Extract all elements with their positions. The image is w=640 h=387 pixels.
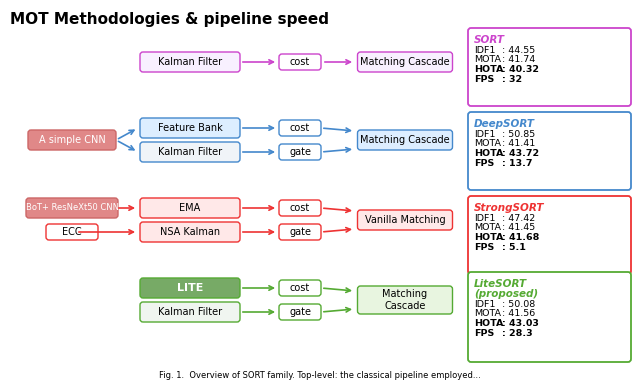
FancyBboxPatch shape [279, 144, 321, 160]
Text: EMA: EMA [179, 203, 200, 213]
FancyBboxPatch shape [140, 302, 240, 322]
Text: FPS: FPS [474, 329, 494, 337]
Text: : 50.85: : 50.85 [502, 130, 535, 139]
Text: MOTA: MOTA [474, 55, 501, 65]
Text: : 47.42: : 47.42 [502, 214, 535, 223]
Text: Kalman Filter: Kalman Filter [158, 57, 222, 67]
FancyBboxPatch shape [279, 200, 321, 216]
Text: Matching Cascade: Matching Cascade [360, 57, 450, 67]
Text: DeepSORT: DeepSORT [474, 119, 535, 129]
Text: cost: cost [290, 283, 310, 293]
FancyBboxPatch shape [279, 224, 321, 240]
Text: Kalman Filter: Kalman Filter [158, 147, 222, 157]
FancyBboxPatch shape [140, 52, 240, 72]
Text: Kalman Filter: Kalman Filter [158, 307, 222, 317]
FancyBboxPatch shape [279, 120, 321, 136]
Text: Fig. 1.  Overview of SORT family. Top-level: the classical pipeline employed...: Fig. 1. Overview of SORT family. Top-lev… [159, 371, 481, 380]
Text: MOTA: MOTA [474, 224, 501, 233]
Text: Matching
Cascade: Matching Cascade [383, 289, 428, 311]
Text: cost: cost [290, 123, 310, 133]
Text: : 43.03: : 43.03 [502, 319, 539, 328]
FancyBboxPatch shape [140, 142, 240, 162]
Text: gate: gate [289, 307, 311, 317]
FancyBboxPatch shape [140, 198, 240, 218]
Text: ECC: ECC [62, 227, 82, 237]
Text: : 5.1: : 5.1 [502, 243, 526, 252]
Text: FPS: FPS [474, 159, 494, 168]
FancyBboxPatch shape [468, 112, 631, 190]
Text: Matching Cascade: Matching Cascade [360, 135, 450, 145]
Text: Vanilla Matching: Vanilla Matching [365, 215, 445, 225]
Text: : 41.45: : 41.45 [502, 224, 535, 233]
Text: StrongSORT: StrongSORT [474, 203, 545, 213]
Text: IDF1: IDF1 [474, 130, 495, 139]
Text: MOTA: MOTA [474, 139, 501, 149]
Text: BoT+ ResNeXt50 CNN: BoT+ ResNeXt50 CNN [26, 204, 118, 212]
Text: IDF1: IDF1 [474, 46, 495, 55]
Text: FPS: FPS [474, 75, 494, 84]
FancyBboxPatch shape [46, 224, 98, 240]
FancyBboxPatch shape [140, 118, 240, 138]
FancyBboxPatch shape [279, 54, 321, 70]
Text: HOTA: HOTA [474, 149, 504, 158]
Text: cost: cost [290, 57, 310, 67]
Text: LITE: LITE [177, 283, 203, 293]
Text: : 44.55: : 44.55 [502, 46, 535, 55]
Text: MOT Methodologies & pipeline speed: MOT Methodologies & pipeline speed [10, 12, 329, 27]
Text: LiteSORT: LiteSORT [474, 279, 527, 289]
Text: HOTA: HOTA [474, 233, 504, 242]
Text: gate: gate [289, 147, 311, 157]
FancyBboxPatch shape [358, 286, 452, 314]
FancyBboxPatch shape [358, 210, 452, 230]
Text: : 41.74: : 41.74 [502, 55, 535, 65]
FancyBboxPatch shape [358, 52, 452, 72]
Text: SORT: SORT [474, 35, 505, 45]
FancyBboxPatch shape [468, 196, 631, 274]
FancyBboxPatch shape [26, 198, 118, 218]
Text: gate: gate [289, 227, 311, 237]
FancyBboxPatch shape [140, 222, 240, 242]
Text: : 41.68: : 41.68 [502, 233, 540, 242]
Text: (proposed): (proposed) [474, 289, 538, 299]
Text: A simple CNN: A simple CNN [38, 135, 106, 145]
Text: : 43.72: : 43.72 [502, 149, 539, 158]
Text: IDF1: IDF1 [474, 300, 495, 309]
Text: : 41.41: : 41.41 [502, 139, 535, 149]
Text: : 41.56: : 41.56 [502, 310, 535, 319]
Text: FPS: FPS [474, 243, 494, 252]
FancyBboxPatch shape [279, 304, 321, 320]
Text: HOTA: HOTA [474, 319, 504, 328]
Text: IDF1: IDF1 [474, 214, 495, 223]
FancyBboxPatch shape [28, 130, 116, 150]
Text: MOTA: MOTA [474, 310, 501, 319]
Text: : 13.7: : 13.7 [502, 159, 532, 168]
Text: : 50.08: : 50.08 [502, 300, 535, 309]
Text: HOTA: HOTA [474, 65, 504, 74]
FancyBboxPatch shape [279, 280, 321, 296]
Text: cost: cost [290, 203, 310, 213]
Text: NSA Kalman: NSA Kalman [160, 227, 220, 237]
FancyBboxPatch shape [140, 278, 240, 298]
Text: : 28.3: : 28.3 [502, 329, 532, 337]
FancyBboxPatch shape [468, 272, 631, 362]
Text: : 40.32: : 40.32 [502, 65, 539, 74]
FancyBboxPatch shape [358, 130, 452, 150]
Text: Feature Bank: Feature Bank [157, 123, 222, 133]
FancyBboxPatch shape [468, 28, 631, 106]
Text: : 32: : 32 [502, 75, 522, 84]
